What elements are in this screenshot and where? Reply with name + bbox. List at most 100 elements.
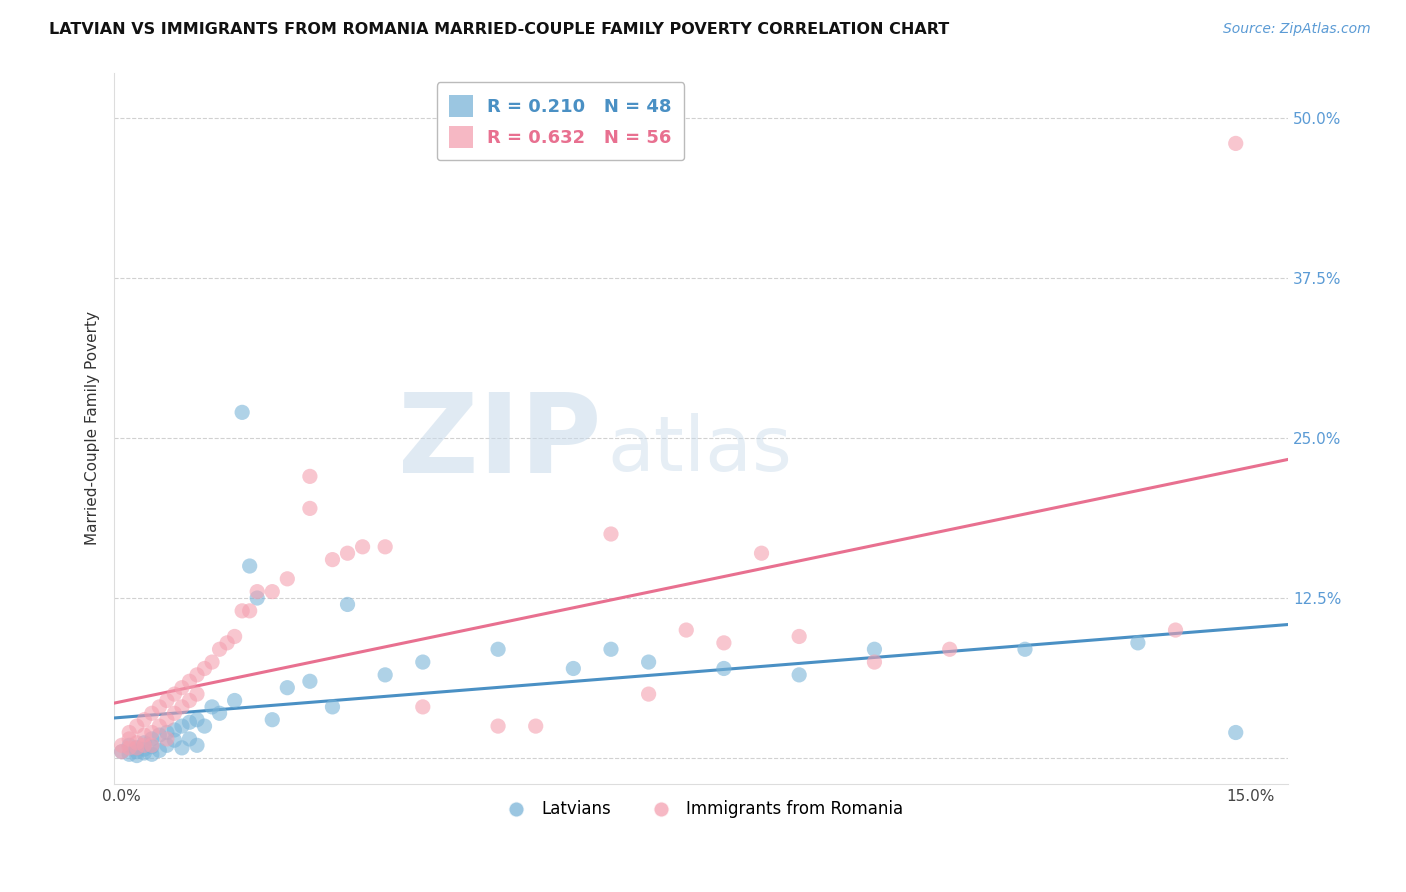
Point bbox=[787, 630, 810, 644]
Point bbox=[134, 742, 156, 756]
Point bbox=[751, 546, 773, 560]
Y-axis label: Married-Couple Family Poverty: Married-Couple Family Poverty bbox=[86, 311, 100, 545]
Text: atlas: atlas bbox=[607, 413, 792, 487]
Point bbox=[524, 719, 547, 733]
Point bbox=[141, 739, 163, 753]
Point bbox=[141, 706, 163, 721]
Point bbox=[276, 681, 298, 695]
Point bbox=[125, 745, 148, 759]
Point bbox=[111, 745, 134, 759]
Point bbox=[246, 591, 269, 605]
Point bbox=[1225, 725, 1247, 739]
Point bbox=[374, 540, 396, 554]
Point bbox=[118, 739, 141, 753]
Point bbox=[1126, 636, 1149, 650]
Point bbox=[262, 584, 284, 599]
Point bbox=[787, 668, 810, 682]
Point bbox=[600, 642, 623, 657]
Text: ZIP: ZIP bbox=[398, 389, 602, 496]
Point bbox=[336, 546, 359, 560]
Point bbox=[412, 699, 434, 714]
Point bbox=[675, 623, 697, 637]
Point bbox=[201, 655, 224, 669]
Text: Source: ZipAtlas.com: Source: ZipAtlas.com bbox=[1223, 22, 1371, 37]
Point bbox=[298, 469, 321, 483]
Point bbox=[118, 731, 141, 746]
Point bbox=[156, 693, 179, 707]
Point bbox=[321, 699, 343, 714]
Point bbox=[134, 739, 156, 753]
Point bbox=[148, 728, 170, 742]
Point bbox=[170, 719, 193, 733]
Point bbox=[170, 740, 193, 755]
Point bbox=[217, 636, 239, 650]
Point bbox=[262, 713, 284, 727]
Point bbox=[193, 661, 215, 675]
Point bbox=[1225, 136, 1247, 151]
Point bbox=[156, 731, 179, 746]
Point bbox=[141, 725, 163, 739]
Point bbox=[186, 739, 208, 753]
Point bbox=[111, 739, 134, 753]
Point bbox=[201, 699, 224, 714]
Point bbox=[163, 733, 186, 747]
Point bbox=[486, 719, 509, 733]
Point bbox=[111, 745, 134, 759]
Point bbox=[298, 674, 321, 689]
Point bbox=[125, 748, 148, 763]
Point bbox=[118, 725, 141, 739]
Text: LATVIAN VS IMMIGRANTS FROM ROMANIA MARRIED-COUPLE FAMILY POVERTY CORRELATION CHA: LATVIAN VS IMMIGRANTS FROM ROMANIA MARRI… bbox=[49, 22, 949, 37]
Point bbox=[125, 719, 148, 733]
Point bbox=[179, 674, 201, 689]
Point bbox=[208, 642, 231, 657]
Point bbox=[600, 527, 623, 541]
Point bbox=[141, 731, 163, 746]
Point bbox=[336, 598, 359, 612]
Point bbox=[141, 747, 163, 762]
Point bbox=[125, 740, 148, 755]
Point bbox=[156, 725, 179, 739]
Point bbox=[156, 713, 179, 727]
Point bbox=[637, 687, 659, 701]
Point bbox=[486, 642, 509, 657]
Point bbox=[352, 540, 374, 554]
Point bbox=[713, 661, 735, 675]
Point bbox=[125, 740, 148, 755]
Point bbox=[224, 630, 246, 644]
Point bbox=[374, 668, 396, 682]
Point bbox=[134, 728, 156, 742]
Point bbox=[141, 739, 163, 754]
Point bbox=[713, 636, 735, 650]
Point bbox=[170, 699, 193, 714]
Point bbox=[246, 584, 269, 599]
Point bbox=[186, 713, 208, 727]
Point bbox=[148, 699, 170, 714]
Point bbox=[239, 559, 262, 574]
Point bbox=[148, 743, 170, 757]
Point bbox=[637, 655, 659, 669]
Point bbox=[186, 687, 208, 701]
Point bbox=[863, 655, 886, 669]
Point bbox=[224, 693, 246, 707]
Point bbox=[298, 501, 321, 516]
Point bbox=[134, 746, 156, 760]
Point bbox=[163, 723, 186, 737]
Point bbox=[1014, 642, 1036, 657]
Point bbox=[231, 405, 253, 419]
Point bbox=[938, 642, 960, 657]
Point bbox=[863, 642, 886, 657]
Point bbox=[186, 668, 208, 682]
Point bbox=[321, 552, 343, 566]
Point bbox=[179, 693, 201, 707]
Point bbox=[1164, 623, 1187, 637]
Point bbox=[208, 706, 231, 721]
Point bbox=[118, 740, 141, 755]
Point bbox=[170, 681, 193, 695]
Point bbox=[118, 747, 141, 762]
Point bbox=[562, 661, 585, 675]
Point bbox=[179, 715, 201, 730]
Point bbox=[412, 655, 434, 669]
Point bbox=[156, 739, 179, 753]
Point bbox=[239, 604, 262, 618]
Point bbox=[231, 604, 253, 618]
